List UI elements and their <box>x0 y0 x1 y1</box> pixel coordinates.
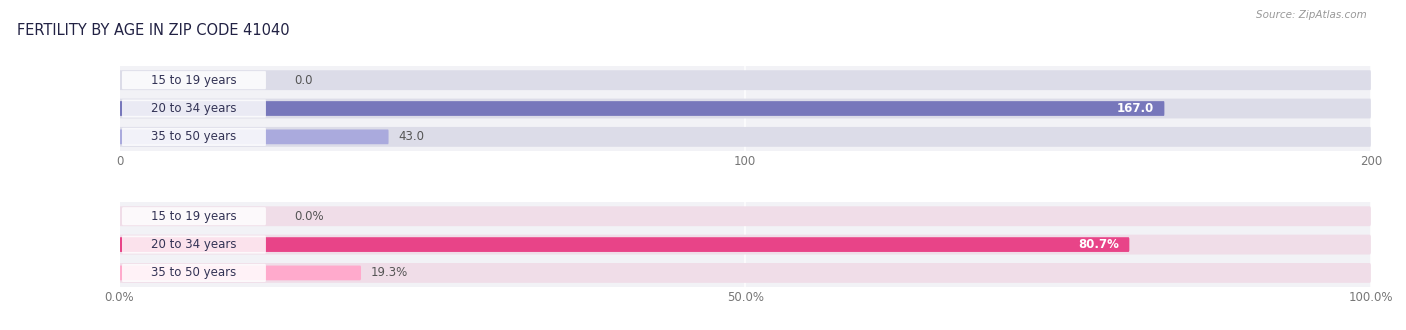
FancyBboxPatch shape <box>120 101 1164 116</box>
Text: 80.7%: 80.7% <box>1078 238 1119 251</box>
Text: 20 to 34 years: 20 to 34 years <box>152 238 236 251</box>
Text: 20 to 34 years: 20 to 34 years <box>152 102 236 115</box>
Text: 15 to 19 years: 15 to 19 years <box>152 74 236 87</box>
FancyBboxPatch shape <box>120 263 1371 283</box>
FancyBboxPatch shape <box>120 70 1371 90</box>
FancyBboxPatch shape <box>122 128 266 146</box>
Text: FERTILITY BY AGE IN ZIP CODE 41040: FERTILITY BY AGE IN ZIP CODE 41040 <box>17 23 290 38</box>
Text: 0.0: 0.0 <box>295 74 314 87</box>
FancyBboxPatch shape <box>122 236 266 254</box>
FancyBboxPatch shape <box>120 99 1371 118</box>
Text: 19.3%: 19.3% <box>371 266 408 280</box>
Text: Source: ZipAtlas.com: Source: ZipAtlas.com <box>1256 10 1367 20</box>
Text: 167.0: 167.0 <box>1118 102 1154 115</box>
FancyBboxPatch shape <box>120 266 361 280</box>
Text: 43.0: 43.0 <box>398 130 425 143</box>
FancyBboxPatch shape <box>120 129 388 144</box>
FancyBboxPatch shape <box>122 264 266 282</box>
FancyBboxPatch shape <box>120 235 1371 254</box>
FancyBboxPatch shape <box>120 206 1371 226</box>
FancyBboxPatch shape <box>120 237 1129 252</box>
FancyBboxPatch shape <box>122 207 266 225</box>
FancyBboxPatch shape <box>122 99 266 117</box>
FancyBboxPatch shape <box>120 127 1371 147</box>
Text: 0.0%: 0.0% <box>295 210 325 223</box>
Text: 35 to 50 years: 35 to 50 years <box>152 130 236 143</box>
Text: 35 to 50 years: 35 to 50 years <box>152 266 236 280</box>
FancyBboxPatch shape <box>122 71 266 89</box>
Text: 15 to 19 years: 15 to 19 years <box>152 210 236 223</box>
